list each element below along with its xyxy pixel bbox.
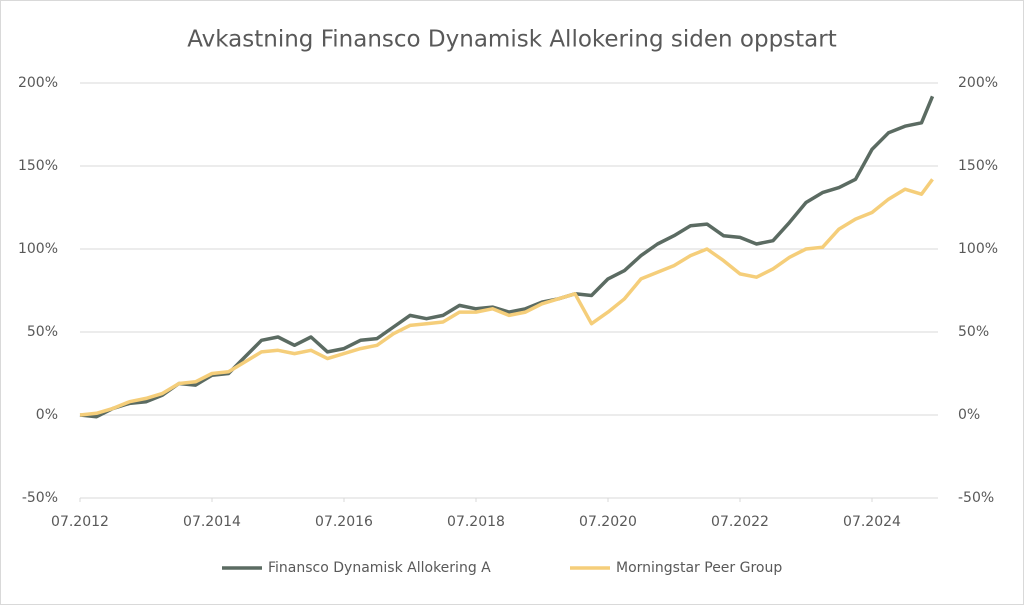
- x-tick-label: 07.2020: [579, 514, 637, 530]
- legend-label: Finansco Dynamisk Allokering A: [268, 560, 491, 576]
- y2-tick-label: 150%: [958, 158, 998, 174]
- x-tick-label: 07.2012: [51, 514, 109, 530]
- y2-tick-label: 200%: [958, 75, 998, 91]
- y-tick-label: 200%: [18, 75, 58, 91]
- legend-label: Morningstar Peer Group: [616, 560, 782, 576]
- y2-tick-label: 0%: [958, 407, 980, 423]
- y-tick-label: 0%: [36, 407, 58, 423]
- y2-tick-label: -50%: [958, 490, 994, 506]
- x-tick-label: 07.2014: [183, 514, 241, 530]
- y2-tick-label: 100%: [958, 241, 998, 257]
- y-tick-label: 150%: [18, 158, 58, 174]
- series-line: [79, 178, 934, 417]
- x-tick-label: 07.2024: [843, 514, 901, 530]
- y-tick-label: 100%: [18, 241, 58, 257]
- y2-tick-label: 50%: [958, 324, 989, 340]
- x-tick-label: 07.2022: [711, 514, 769, 530]
- chart-title: Avkastning Finansco Dynamisk Allokering …: [187, 27, 837, 53]
- y-tick-label: 50%: [27, 324, 58, 340]
- x-tick-label: 07.2016: [315, 514, 373, 530]
- x-tick-label: 07.2018: [447, 514, 505, 530]
- y-tick-label: -50%: [22, 490, 58, 506]
